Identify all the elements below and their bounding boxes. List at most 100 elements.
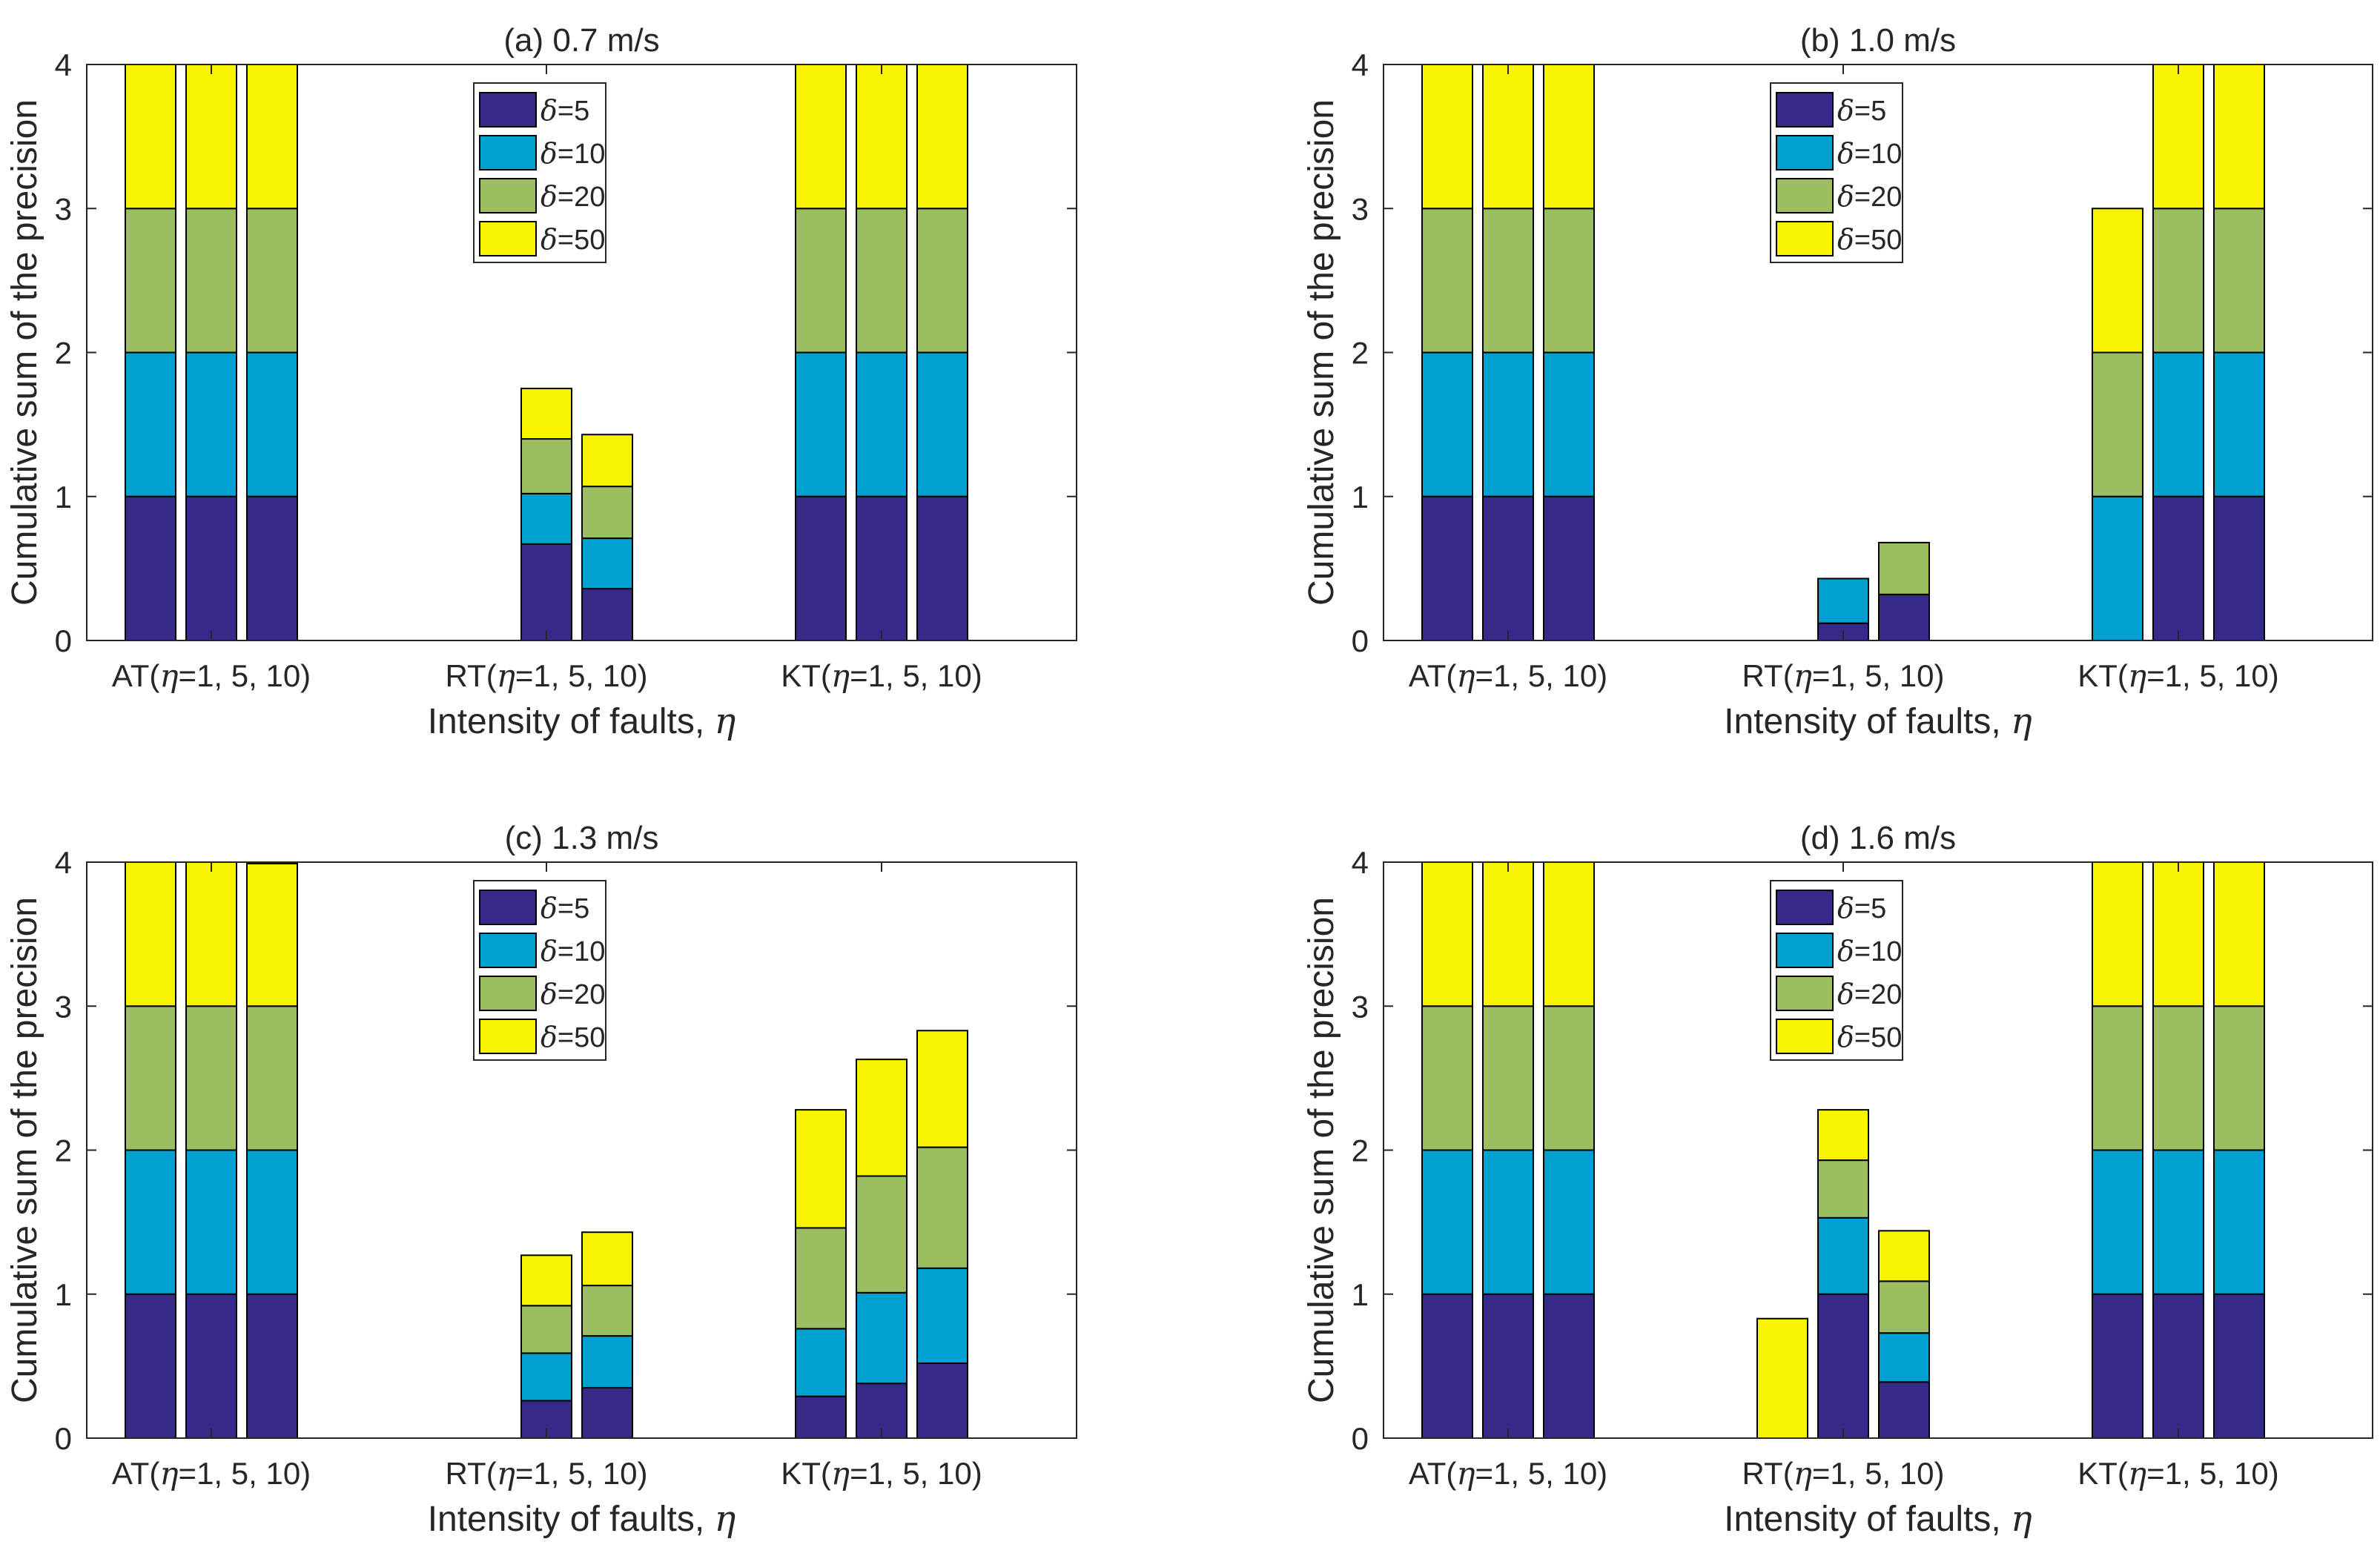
- bar-segment: [1482, 1293, 1534, 1439]
- bar-segment: [1543, 1293, 1595, 1439]
- legend-label-part: δ: [541, 935, 558, 967]
- bar-segment: [2152, 1149, 2204, 1295]
- chart-title: (b) 1.0 m/s: [1800, 22, 1956, 59]
- bar-segment: [1421, 861, 1473, 1007]
- x-group-label-part: η: [497, 1455, 515, 1492]
- bar-segment: [2152, 1005, 2204, 1151]
- bar-segment: [795, 351, 847, 497]
- bar-segment: [2092, 1149, 2143, 1295]
- bar-segment: [2213, 64, 2265, 210]
- bar-segment: [2152, 1293, 2204, 1439]
- bars: [1421, 64, 2265, 642]
- bar-segment: [1421, 1293, 1473, 1439]
- legend-swatch: [1776, 221, 1834, 256]
- legend-label-part: =50: [1854, 1022, 1902, 1053]
- bar-segment: [916, 1030, 968, 1148]
- bar-segment: [2152, 861, 2204, 1007]
- legend-label-part: δ: [541, 94, 558, 127]
- bar-segment: [2213, 208, 2265, 354]
- bar-segment: [916, 1267, 968, 1364]
- x-axis-label-part: η: [715, 1498, 736, 1540]
- bar-segment: [246, 862, 298, 1007]
- bar-segment: [1878, 1332, 1930, 1383]
- x-group-label-part: η: [831, 1455, 850, 1492]
- bar-segment: [795, 1395, 847, 1439]
- bar-segment: [1482, 495, 1534, 641]
- x-group-label-part: =1, 5, 10): [515, 1456, 648, 1491]
- legend-swatch: [479, 92, 537, 128]
- y-tick-label: 0: [1352, 623, 1369, 658]
- legend-swatch: [1776, 178, 1834, 213]
- x-group-label-part: =1, 5, 10): [515, 658, 648, 693]
- bar-segment: [185, 208, 237, 354]
- bar-segment: [1817, 1159, 1869, 1219]
- x-group-label-part: =1, 5, 10): [2146, 658, 2279, 693]
- x-group-label-part: η: [1456, 658, 1475, 694]
- bar-segment: [1482, 351, 1534, 497]
- bar-segment: [2092, 1005, 2143, 1151]
- legend-label-part: =5: [1854, 96, 1886, 127]
- legend-swatch: [479, 1019, 537, 1054]
- bar-segment: [2213, 495, 2265, 641]
- x-group-label-part: η: [831, 658, 850, 694]
- bar-segment: [856, 1383, 908, 1440]
- x-group-label-part: =1, 5, 10): [1812, 658, 1945, 693]
- bar-segment: [125, 1293, 176, 1439]
- x-axis-label-part: Intensity of faults,: [428, 1500, 715, 1539]
- y-tick-label: 2: [55, 1133, 72, 1168]
- bar-segment: [2152, 495, 2204, 641]
- legend-swatch: [479, 933, 537, 968]
- bar-segment: [2152, 64, 2204, 210]
- bar-segment: [1878, 541, 1930, 595]
- legend-label: δ=10: [541, 935, 605, 967]
- bar-segment: [856, 351, 908, 497]
- x-group-label-part: η: [159, 658, 178, 694]
- bar-segment: [1421, 1005, 1473, 1151]
- x-group-label-part: KT(: [781, 658, 831, 693]
- x-group-label-part: RT(: [445, 1456, 496, 1491]
- bar-segment: [246, 1293, 298, 1439]
- legend-label-part: δ: [1837, 180, 1854, 213]
- y-tick-label: 1: [55, 480, 72, 514]
- bar-segment: [1817, 1109, 1869, 1162]
- bar-segment: [795, 1109, 847, 1229]
- bar-segment: [520, 438, 572, 494]
- bar-segment: [2213, 861, 2265, 1007]
- x-group-label-part: RT(: [1742, 1456, 1793, 1491]
- bar-segment: [1878, 1381, 1930, 1440]
- chart-title: (c) 1.3 m/s: [505, 820, 659, 856]
- bar-segment: [581, 588, 633, 642]
- bar-segment: [185, 1149, 237, 1295]
- legend-label: δ=50: [541, 223, 605, 256]
- bar-segment: [185, 1005, 237, 1151]
- bar-segment: [581, 1387, 633, 1439]
- legend-label-part: =5: [558, 96, 589, 127]
- bar-segment: [1482, 208, 1534, 354]
- bar-segment: [2213, 351, 2265, 497]
- bar-segment: [2092, 351, 2143, 497]
- legend-label-part: =10: [558, 936, 605, 967]
- x-group-label-part: =1, 5, 10): [1812, 1456, 1945, 1491]
- x-group-label: AT(η=1, 5, 10): [1409, 1455, 1607, 1492]
- legend-swatch: [479, 221, 537, 256]
- legend-label-part: δ: [541, 137, 558, 170]
- legend-label-part: =50: [1854, 225, 1902, 256]
- chart-title: (d) 1.6 m/s: [1800, 820, 1956, 856]
- bars: [125, 64, 968, 642]
- legend-swatch: [1776, 890, 1834, 925]
- x-axis-label-part: η: [2011, 701, 2032, 742]
- bar-segment: [125, 351, 176, 497]
- bar-segment: [1543, 861, 1595, 1007]
- bar-segment: [2092, 861, 2143, 1007]
- legend-label-part: =20: [1854, 979, 1902, 1010]
- bar-segment: [520, 1352, 572, 1402]
- x-group-label-part: KT(: [2077, 658, 2128, 693]
- legend-label-part: δ: [541, 978, 558, 1010]
- bar-segment: [246, 208, 298, 354]
- bar-segment: [185, 1293, 237, 1439]
- x-group-label-part: KT(: [2077, 1456, 2128, 1491]
- legend: δ=5δ=10δ=20δ=50: [1770, 82, 1903, 263]
- x-group-label: KT(η=1, 5, 10): [781, 658, 982, 694]
